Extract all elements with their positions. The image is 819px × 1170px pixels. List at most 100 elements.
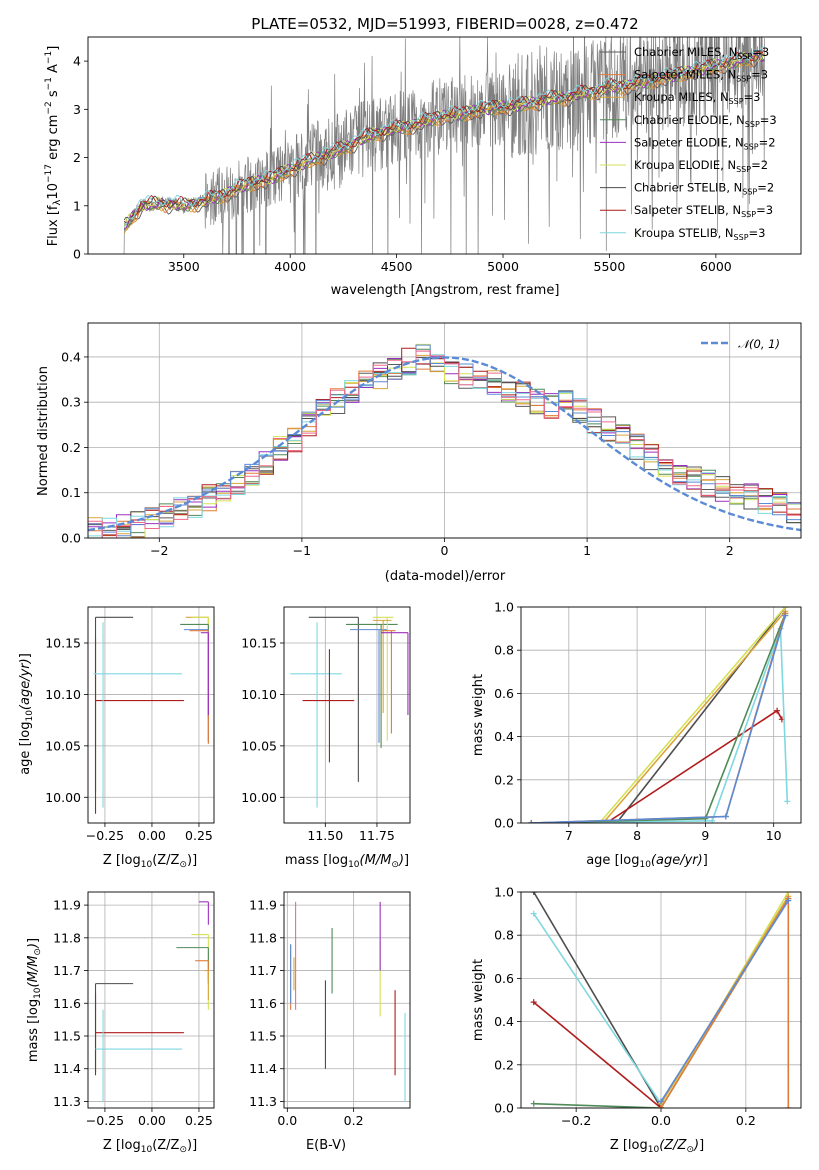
weight-marker: [530, 1100, 537, 1107]
x-tick-label: −0.25: [86, 828, 124, 843]
x-tick-label: 9: [701, 828, 709, 843]
weight-line: [598, 607, 786, 823]
x-tick-label: 0.25: [185, 828, 213, 843]
wage-ylabel: mass weight: [471, 674, 486, 756]
x-tick-label: −0.2: [561, 1113, 591, 1128]
y-tick-label: 0.4: [494, 729, 514, 744]
model-spectrum-line: [123, 51, 765, 221]
y-tick-label: 3: [73, 102, 81, 117]
weight-line: [531, 613, 787, 823]
weight-line: [531, 613, 787, 823]
axes-frame: [520, 891, 802, 1109]
weight-marker: [785, 1105, 792, 1108]
x-tick-label: 4000: [274, 259, 306, 274]
weight-line: [533, 1001, 662, 1108]
y-tick-label: 0.8: [494, 928, 514, 943]
x-tick-label: 1: [583, 543, 591, 558]
legend-label: Chabrier ELODIE, NSSP=3: [634, 113, 777, 129]
y-tick-label: 11.9: [249, 898, 277, 913]
residual-ylabel: Normed distribution: [36, 366, 51, 496]
weight-clip: [530, 892, 792, 1108]
axes-frame: [283, 891, 411, 1109]
legend-label: Salpeter STELIB, NSSP=3: [634, 203, 773, 219]
x-tick-label: −1: [293, 543, 311, 558]
errorbar-clip: [94, 901, 209, 1102]
residual-clip: [88, 343, 801, 538]
errorbar-clip: [93, 616, 209, 814]
y-tick-label: 2: [73, 150, 81, 165]
weight-marker: [722, 813, 729, 820]
axes-frame: [87, 891, 215, 1109]
spectrum-clip: [123, 37, 765, 254]
y-tick-label: 11.5: [53, 1029, 81, 1044]
y-tick-label: 11.8: [53, 930, 81, 945]
y-tick-label: 0.0: [61, 531, 81, 546]
x-tick-label: 11.50: [307, 828, 343, 843]
y-tick-label: 11.5: [249, 1029, 277, 1044]
y-tick-label: 0.4: [494, 1014, 514, 1029]
axes-frame: [87, 322, 802, 539]
x-tick-label: 0.2: [344, 1113, 364, 1128]
y-tick-label: 10.05: [45, 738, 81, 753]
weight-vs-z-panel: −0.2 0.0 0.2 0.0 0.2 0.4 0.6 0.8 1.0: [494, 885, 802, 1128]
weight-marker: [782, 612, 789, 619]
y-tick-label: 11.8: [249, 930, 277, 945]
model-spectrum-line: [123, 46, 765, 228]
spectrum-ylabel: Flux [fλ10−17 erg cm−2 s−1 A−1]: [44, 46, 63, 247]
y-tick-label: 0.6: [494, 971, 514, 986]
x-tick-label: 0.00: [138, 828, 166, 843]
weight-marker: [774, 707, 781, 714]
wz-xlabel: Z [log10(Z/Z⊙)]: [610, 1138, 704, 1155]
weight-line: [605, 709, 783, 823]
y-tick-label: 0.2: [494, 1057, 514, 1072]
legend-label: 𝒩(0, 1): [738, 337, 780, 351]
y-tick-label: 11.6: [249, 996, 277, 1011]
y-tick-label: 10.10: [241, 687, 277, 702]
x-tick-label: 5500: [594, 259, 626, 274]
weight-marker: [530, 999, 537, 1006]
y-tick-label: 0: [73, 247, 81, 262]
weight-marker: [658, 1098, 664, 1105]
spectrum-xlabel: wavelength [Angstrom, rest frame]: [331, 283, 560, 298]
y-tick-label: 0.2: [61, 440, 81, 455]
weight-marker: [528, 820, 535, 823]
model-spectrum-line: [123, 52, 765, 230]
agez-ylabel: age [log10(age/yr)]: [18, 653, 35, 775]
y-tick-label: 0.8: [494, 643, 514, 658]
legend-label: Kroupa ELODIE, NSSP=2: [634, 158, 768, 174]
weight-line: [533, 913, 662, 1105]
wage-xlabel: age [log10(age/yr)]: [586, 853, 708, 870]
mass-vs-z-panel: −0.25 0.00 0.25 11.3 11.4 11.5 11.6 11.7 11.8 11.…: [53, 891, 215, 1128]
agemass-xlabel: mass [log10(M/M⊙)]: [285, 853, 409, 870]
x-tick-label: −2: [150, 543, 168, 558]
axes-frame: [520, 606, 802, 824]
x-tick-label: 11.75: [359, 828, 395, 843]
x-tick-label: 10: [766, 828, 782, 843]
x-tick-label: 0.00: [138, 1113, 166, 1128]
y-tick-label: 1.0: [494, 885, 514, 900]
y-tick-label: 0.0: [494, 1101, 514, 1116]
errorbar-clip: [290, 616, 409, 808]
x-tick-label: 0.0: [277, 1113, 297, 1128]
mass-vs-ebv-panel: 0.0 0.2 11.3 11.4 11.5 11.6 11.7 11.8 11.9: [249, 891, 411, 1128]
y-tick-label: 4: [73, 54, 81, 69]
spectrum-title: PLATE=0532, MJD=51993, FIBERID=0028, z=0…: [251, 15, 638, 33]
x-tick-label: 3500: [168, 259, 200, 274]
legend-label: Chabrier STELIB, NSSP=2: [634, 181, 774, 197]
massz-xlabel: Z [log10(Z/Z⊙)]: [103, 1138, 197, 1155]
y-tick-label: 10.10: [45, 687, 81, 702]
y-tick-label: 1.0: [494, 600, 514, 615]
agez-xlabel: Z [log10(Z/Z⊙)]: [103, 853, 197, 870]
weight-marker: [658, 1105, 664, 1108]
axes-frame: [283, 606, 411, 824]
weight-marker: [785, 897, 792, 904]
y-tick-label: 10.15: [241, 636, 277, 651]
residual-histogram: [88, 343, 801, 538]
axes-frame: [87, 606, 215, 824]
x-tick-label: 0.0: [651, 1113, 671, 1128]
x-tick-label: 0.2: [736, 1113, 756, 1128]
weight-line: [531, 615, 787, 823]
legend-label: Kroupa STELIB, NSSP=3: [634, 226, 765, 242]
residual-xlabel: (data-model)/error: [385, 569, 506, 584]
wz-ylabel: mass weight: [471, 959, 486, 1041]
